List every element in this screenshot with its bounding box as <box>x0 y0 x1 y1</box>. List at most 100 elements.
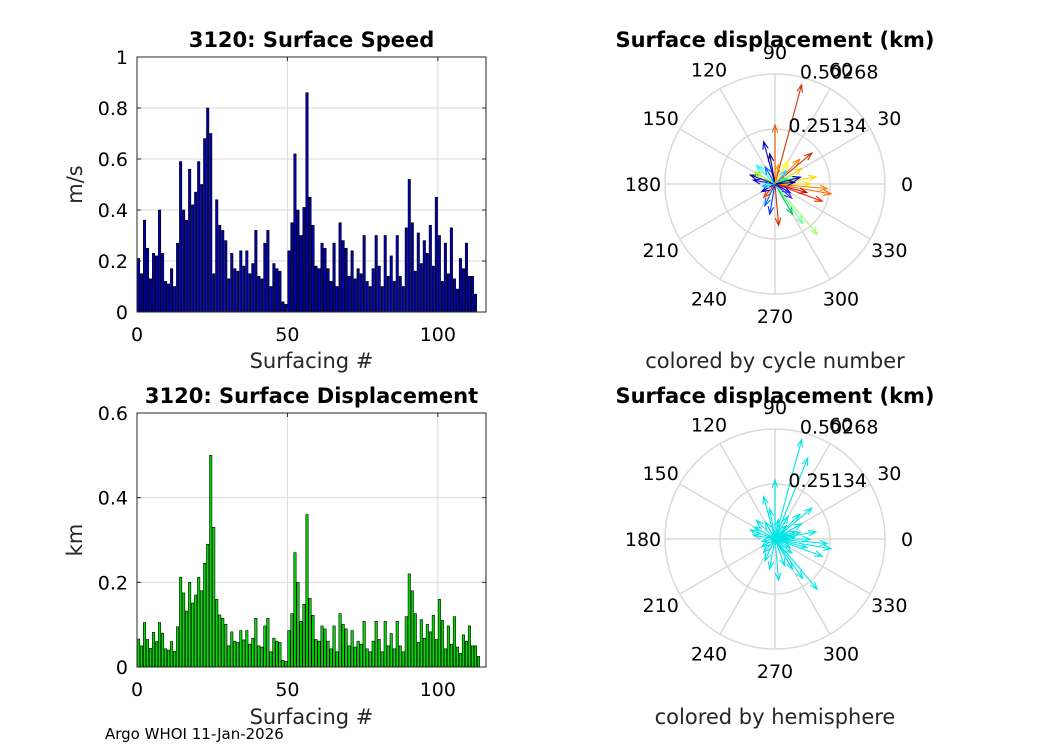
vector-arrowhead <box>795 215 804 225</box>
vector-arrowhead <box>752 526 763 534</box>
angle-tick-label: 330 <box>871 595 907 617</box>
angle-tick-label: 210 <box>643 595 679 617</box>
angle-tick-label: 60 <box>829 60 853 82</box>
displacement-vector <box>764 166 776 185</box>
displacement-vector <box>750 529 776 540</box>
displacement-vector <box>774 538 793 570</box>
radial-tick-label: 0.25134 <box>788 470 867 492</box>
bar <box>440 281 444 313</box>
vector-arrowhead <box>764 520 772 530</box>
bar <box>377 265 381 313</box>
bar <box>146 639 150 668</box>
bar <box>446 273 450 313</box>
bar <box>449 643 453 668</box>
displacement-vector <box>774 160 789 185</box>
bar <box>320 625 324 668</box>
bar <box>281 301 285 313</box>
displacement-vector <box>774 538 780 581</box>
angle-tick-label: 120 <box>691 60 727 82</box>
displacement-vector <box>774 538 832 550</box>
vector-arrowhead <box>762 495 769 505</box>
bar <box>236 642 240 668</box>
bar <box>362 620 366 668</box>
bar <box>137 258 141 313</box>
bar <box>413 613 417 668</box>
bar <box>170 641 174 668</box>
bar <box>233 268 237 313</box>
bar <box>434 639 438 668</box>
radial-tick-label: 0.50268 <box>800 416 879 438</box>
bar <box>437 598 441 668</box>
bar <box>182 592 186 668</box>
bar <box>392 281 396 313</box>
bar <box>341 240 345 313</box>
vector-arrowhead <box>774 217 782 228</box>
bar <box>245 250 249 313</box>
bar <box>290 613 294 668</box>
vector-arrowhead <box>796 438 803 448</box>
vector-arrowhead <box>762 140 769 150</box>
vector-arrowhead <box>796 83 803 93</box>
vector-arrowhead <box>802 535 812 543</box>
bar <box>431 265 435 313</box>
vector-arrowhead <box>823 544 833 551</box>
bar <box>251 263 255 313</box>
bar <box>236 270 240 313</box>
bar <box>350 250 354 313</box>
angle-tick-label: 30 <box>877 463 901 485</box>
bar <box>311 615 315 668</box>
displacement-vector <box>753 534 776 540</box>
bar <box>326 640 330 668</box>
angle-tick-label: 180 <box>625 174 661 196</box>
bar <box>152 631 156 668</box>
bar <box>473 293 477 313</box>
bar <box>389 633 393 668</box>
bar <box>320 242 324 313</box>
bar <box>344 247 348 313</box>
bar <box>173 651 177 668</box>
bar <box>431 615 435 668</box>
bar <box>353 278 357 313</box>
displacement-vector <box>769 508 776 540</box>
angle-tick-label: 0 <box>901 529 913 551</box>
bar <box>242 639 246 668</box>
bar <box>272 263 276 313</box>
vector-arrowhead <box>795 570 804 580</box>
polar-title: Surface displacement (km) <box>615 384 934 408</box>
radial-tick-label: 0.25134 <box>788 115 867 137</box>
vector-arrowhead <box>802 180 812 188</box>
vector-arrowhead <box>767 507 775 517</box>
angle-tick-label: 240 <box>691 643 727 665</box>
vector-arrowhead <box>767 206 775 216</box>
bar <box>443 242 447 313</box>
bar <box>455 288 459 313</box>
bar <box>182 209 186 313</box>
bar <box>422 637 426 668</box>
bar <box>452 616 456 668</box>
vector-arrowhead <box>823 189 833 196</box>
bar <box>275 640 279 668</box>
bar <box>143 622 147 668</box>
bar <box>416 642 420 668</box>
bar <box>287 630 291 668</box>
displacement-vector <box>764 183 776 207</box>
bar <box>278 270 282 313</box>
bar <box>266 618 270 668</box>
bar <box>140 273 144 313</box>
bar <box>146 247 150 313</box>
vector-arrowhead <box>784 545 793 555</box>
bar <box>338 613 342 668</box>
displacement-vector <box>774 515 789 540</box>
polar-caption: colored by cycle number <box>645 349 905 373</box>
bar <box>227 278 231 313</box>
bar <box>161 632 165 668</box>
bar <box>218 225 222 313</box>
bar <box>245 630 249 668</box>
bar <box>212 273 216 313</box>
vector-arrowhead <box>762 189 771 199</box>
displacement-vector <box>774 183 780 226</box>
bar <box>335 651 339 668</box>
vector-arrowhead <box>774 572 782 583</box>
vector-arrowhead <box>786 534 797 542</box>
